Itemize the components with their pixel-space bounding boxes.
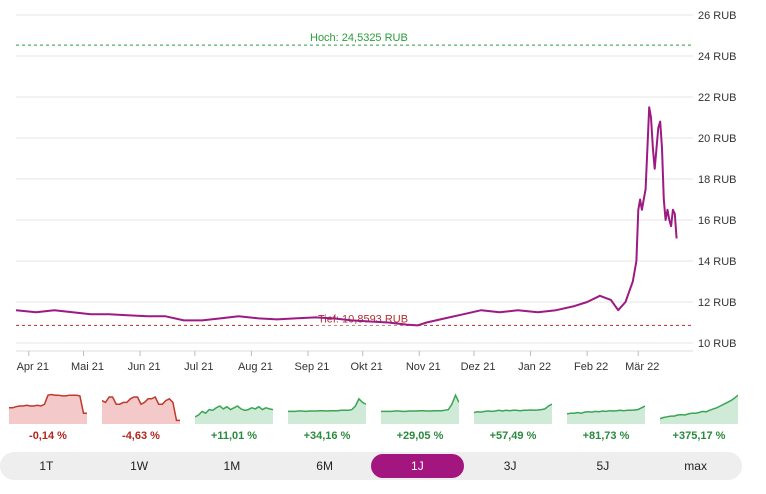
main-price-chart: 10 RUB 12 RUB 14 RUB 16 RUB 18 RUB 20 RUB 22 R… (15, 10, 737, 373)
x-tick-label: Aug 21 (238, 361, 273, 373)
mini-chart-6[interactable]: +57,49 % (474, 388, 552, 448)
x-tick-label: Jan 22 (518, 361, 551, 373)
performance-label: +375,17 % (672, 430, 726, 442)
performance-label: +29,05 % (396, 430, 444, 442)
y-tick-label: 14 RUB (698, 256, 737, 268)
performance-label: -4,63 % (122, 430, 160, 442)
x-tick-label: Mär 22 (625, 361, 659, 373)
y-tick-label: 18 RUB (698, 174, 737, 186)
y-tick-label: 10 RUB (698, 338, 737, 350)
sparkline-line (102, 395, 180, 422)
x-tick-label: Okt 21 (351, 361, 383, 373)
performance-label: +57,49 % (489, 430, 537, 442)
price-series-line (15, 106, 678, 327)
annotation-label-bg (308, 31, 412, 45)
y-tick-label: 20 RUB (698, 133, 737, 145)
x-tick-label: Apr 21 (17, 361, 49, 373)
range-tab-1w[interactable]: 1W (130, 459, 149, 473)
sparkline (381, 393, 459, 424)
x-tick-label: Dez 21 (461, 361, 496, 373)
mini-chart-8[interactable]: +375,17 % (660, 388, 738, 448)
sparkline-area (567, 406, 645, 424)
x-tick-label: Sep 21 (295, 361, 330, 373)
sparkline (288, 397, 366, 424)
mini-chart-1[interactable]: -0,14 % (9, 388, 87, 448)
period-performance-row: -0,14 % -4,63 % +11,01 % +34,16 % +29,05 % +5… (0, 388, 766, 448)
x-tick-label: Feb 22 (574, 361, 608, 373)
sparkline (660, 394, 738, 424)
x-tick-label: Jun 21 (128, 361, 161, 373)
y-tick-label: 16 RUB (698, 215, 737, 227)
range-tab-5j[interactable]: 5J (596, 459, 610, 473)
x-tick-label: Jul 21 (184, 361, 213, 373)
sparkline-area (381, 395, 459, 424)
sparkline-line (9, 393, 87, 414)
sparkline-line (474, 403, 552, 414)
y-tick-label: 24 RUB (698, 51, 737, 63)
sparkline-line (660, 394, 738, 420)
sparkline-area (660, 395, 738, 424)
sparkline-line (195, 405, 273, 418)
range-tab-1j[interactable]: 1J (371, 454, 464, 478)
mini-chart-4[interactable]: +34,16 % (288, 388, 366, 448)
range-tab-3j[interactable]: 3J (503, 459, 517, 473)
sparkline (567, 405, 645, 424)
sparkline-line (381, 393, 459, 413)
mini-chart-2[interactable]: -4,63 % (102, 388, 180, 448)
range-tab-max[interactable]: max (684, 459, 707, 473)
mini-chart-5[interactable]: +29,05 % (381, 388, 459, 448)
high-label: Hoch: 24,5325 RUB (310, 32, 408, 44)
sparkline-line (288, 397, 366, 413)
sparkline (474, 403, 552, 424)
y-tick-label: 22 RUB (698, 92, 737, 104)
sparkline-area (102, 397, 180, 424)
sparkline (102, 395, 180, 424)
sparkline-area (195, 406, 273, 424)
annotation-label-bg (316, 312, 420, 326)
y-tick-label: 12 RUB (698, 297, 737, 309)
performance-label: -0,14 % (29, 430, 67, 442)
sparkline-area (9, 394, 87, 424)
mini-chart-7[interactable]: +81,73 % (567, 388, 645, 448)
performance-label: +11,01 % (210, 430, 258, 442)
time-range-selector: 1T 1W 1M 6M 1J 3J 5J max (0, 452, 742, 480)
x-tick-label: Nov 21 (406, 361, 441, 373)
sparkline (195, 405, 273, 424)
performance-label: +81,73 % (582, 430, 630, 442)
mini-chart-3[interactable]: +11,01 % (195, 388, 273, 448)
performance-label: +34,16 % (303, 430, 351, 442)
x-tick-label: Mai 21 (71, 361, 104, 373)
sparkline-line (567, 405, 645, 415)
sparkline (9, 393, 87, 424)
range-tab-1m[interactable]: 1M (223, 459, 241, 473)
range-tab-1t[interactable]: 1T (39, 459, 54, 473)
range-tab-6m[interactable]: 6M (316, 459, 333, 473)
sparkline-area (474, 404, 552, 424)
y-tick-label: 26 RUB (698, 10, 737, 22)
